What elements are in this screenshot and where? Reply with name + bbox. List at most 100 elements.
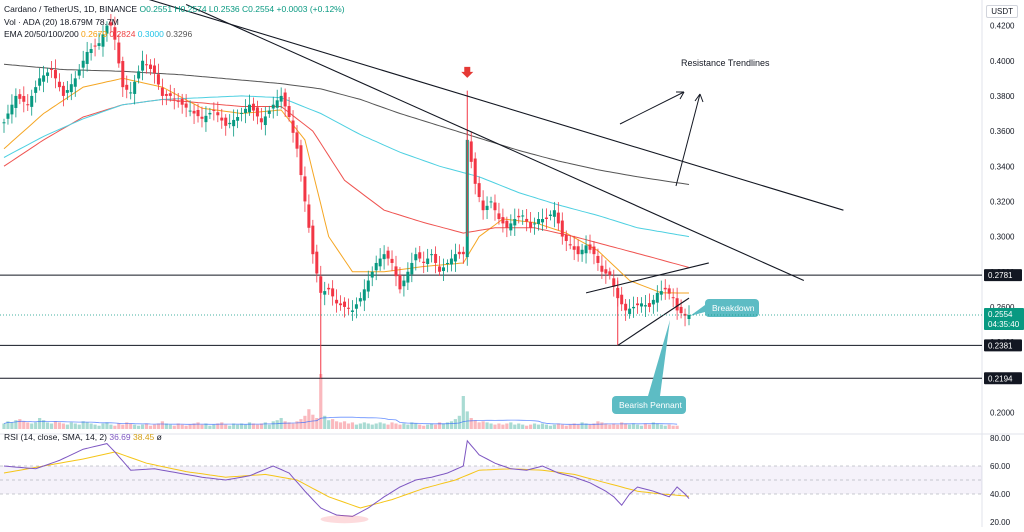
- candle-body: [576, 246, 580, 255]
- candle-body: [343, 301, 347, 307]
- volume-bar: [398, 424, 402, 429]
- volume-bar: [311, 414, 315, 429]
- volume-bar: [422, 425, 426, 429]
- candle-body: [121, 61, 125, 88]
- candle-body: [442, 267, 446, 272]
- volume-bar: [133, 424, 137, 429]
- candle-body: [612, 278, 616, 287]
- breakdown-label: Breakdown: [712, 303, 755, 313]
- candle-body: [30, 95, 34, 107]
- volume-bar: [247, 422, 252, 429]
- chart-legend: Cardano / TetherUS, 1D, BINANCE O0.2551 …: [4, 3, 345, 41]
- volume-bar: [61, 423, 65, 429]
- pennant-lower-trendline: [617, 297, 690, 346]
- volume-bar: [327, 420, 331, 429]
- volume-bar: [77, 424, 81, 429]
- rsi-tick-label: 60.00: [990, 462, 1011, 471]
- candle-body: [556, 212, 560, 224]
- ema20-line: [3, 77, 689, 294]
- volume-bar: [69, 422, 73, 429]
- candle-body: [164, 93, 168, 96]
- candle-body: [263, 116, 267, 126]
- candle-body: [552, 210, 556, 217]
- candle-body: [319, 276, 323, 293]
- level-label: 0.2381: [988, 341, 1013, 350]
- candle-body: [414, 254, 418, 261]
- volume-bar: [485, 422, 489, 429]
- volume-bar: [366, 423, 370, 429]
- volume-bar: [635, 424, 640, 429]
- volume-bar: [140, 424, 145, 429]
- candle-body: [398, 274, 402, 290]
- candle-body: [663, 287, 667, 290]
- volume-bar: [481, 421, 485, 429]
- volume-bar: [275, 420, 279, 429]
- volume-bar: [449, 421, 454, 429]
- candle-body: [461, 251, 465, 255]
- breakdown-pointer: [690, 305, 705, 316]
- volume-bar: [10, 422, 14, 429]
- volume-bar: [295, 421, 299, 429]
- candle-body: [600, 265, 604, 272]
- candle-body: [247, 104, 251, 113]
- volume-bar: [430, 423, 434, 429]
- volume-bar: [628, 424, 632, 429]
- candle-body: [287, 106, 291, 118]
- volume-bar: [358, 423, 362, 429]
- volume-bar: [34, 422, 38, 429]
- candle-body: [453, 254, 457, 262]
- volume-bar: [105, 422, 109, 429]
- candle-body: [358, 298, 362, 302]
- volume-bar: [461, 396, 465, 429]
- candle-body: [378, 258, 382, 267]
- volume-bar: [81, 421, 85, 429]
- volume-bar: [667, 424, 671, 429]
- volume-bar: [101, 423, 105, 429]
- candle-body: [251, 103, 255, 111]
- currency-badge[interactable]: USDT: [986, 5, 1018, 18]
- volume-bar: [216, 423, 220, 429]
- pennant-pointer: [648, 320, 670, 396]
- level-label: 0.2781: [988, 271, 1013, 280]
- candle-body: [81, 60, 85, 68]
- arrowhead-icon-2: [694, 93, 704, 103]
- candle-body: [133, 81, 137, 94]
- candle-body: [402, 280, 406, 287]
- volume-bar: [441, 423, 446, 429]
- volume-bar: [184, 425, 188, 429]
- volume-bar: [307, 409, 311, 429]
- volume-bar: [323, 415, 327, 429]
- volume-bar: [390, 422, 394, 429]
- volume-bar: [255, 424, 260, 429]
- candle-body: [533, 223, 537, 225]
- volume-bar: [469, 418, 473, 429]
- rsi-tick-label: 20.00: [990, 518, 1011, 527]
- candle-body: [469, 141, 473, 162]
- candle-body: [141, 60, 145, 71]
- volume-ma-line: [3, 416, 678, 425]
- volume-bar: [433, 424, 438, 429]
- candle-body: [457, 251, 461, 255]
- candle-body: [38, 78, 42, 86]
- volume-bar: [521, 424, 525, 429]
- volume-bar: [89, 423, 93, 429]
- volume-bar: [204, 423, 208, 429]
- volume-bar: [287, 422, 291, 429]
- candle-body: [362, 289, 366, 301]
- candle-body: [200, 116, 204, 119]
- volume-bar: [612, 423, 616, 429]
- candle-body: [299, 145, 303, 176]
- volume-bar: [22, 421, 26, 429]
- volume-bar: [164, 423, 168, 429]
- candle-body: [679, 306, 683, 314]
- volume-bar: [188, 424, 192, 429]
- candle-body: [196, 109, 200, 117]
- resistance-arrow-line-2: [675, 93, 701, 187]
- volume-bar: [655, 423, 659, 429]
- candle-body: [346, 307, 350, 309]
- volume-bar: [525, 425, 529, 429]
- volume-bar: [137, 425, 141, 429]
- candle-body: [212, 109, 216, 111]
